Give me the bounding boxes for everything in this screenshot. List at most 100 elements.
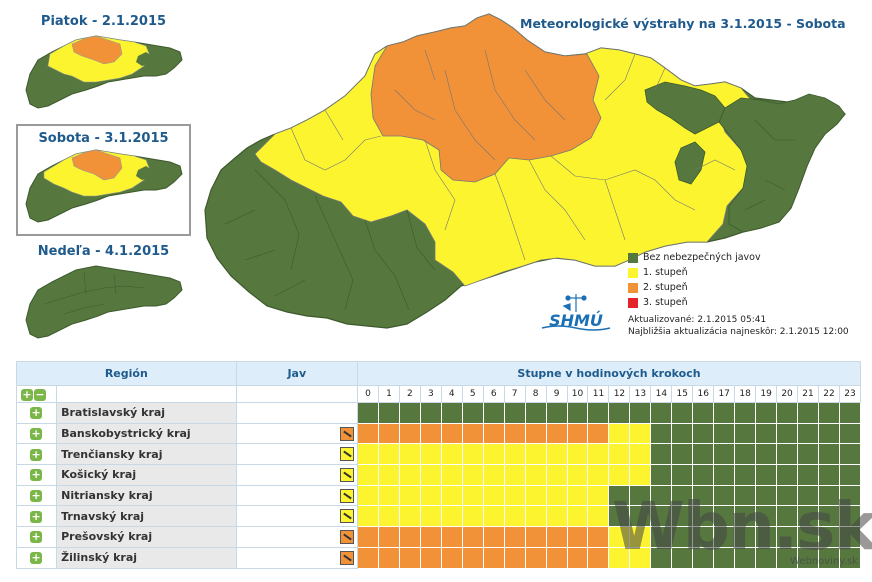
yellow-warning-icon[interactable] bbox=[340, 488, 354, 503]
region-name[interactable]: Žilinský kraj bbox=[56, 546, 237, 569]
hour-level-cell bbox=[357, 422, 379, 445]
expand-row-icon[interactable]: + bbox=[30, 551, 43, 565]
hour-level-cell bbox=[671, 505, 694, 528]
hour-level-cell bbox=[692, 402, 715, 424]
orange-warning-icon[interactable] bbox=[340, 529, 354, 544]
region-name[interactable]: Banskobystrický kraj bbox=[56, 422, 237, 445]
hour-level-cell bbox=[650, 402, 673, 424]
hour-level-cell bbox=[587, 443, 610, 466]
region-name[interactable]: Trnavský kraj bbox=[56, 505, 237, 528]
yellow-warning-icon[interactable] bbox=[340, 447, 354, 462]
orange-warning-icon[interactable] bbox=[340, 550, 354, 565]
legend-label: 2. stupeň bbox=[643, 282, 688, 293]
expand-row-icon[interactable]: + bbox=[30, 468, 43, 482]
day-title-piatok[interactable]: Piatok - 2.1.2015 bbox=[40, 14, 167, 29]
hour-level-cell bbox=[650, 484, 673, 507]
hour-level-cell bbox=[797, 402, 819, 424]
hour-level-cell bbox=[713, 402, 736, 424]
expand-row-icon[interactable]: + bbox=[30, 489, 43, 503]
hour-level-cell bbox=[817, 443, 840, 466]
hour-level-cell bbox=[817, 422, 840, 445]
hour-level-cell bbox=[503, 484, 526, 507]
row-expand-cell: + bbox=[15, 505, 58, 528]
hour-level-cell bbox=[734, 526, 757, 548]
watermark-text: Webnoviny.sk bbox=[790, 556, 858, 567]
hour-level-cell bbox=[797, 422, 819, 445]
hour-level-cell bbox=[755, 464, 778, 486]
hour-level-cell bbox=[440, 464, 463, 486]
hour-level-cell bbox=[608, 464, 631, 486]
hour-level-cell bbox=[566, 546, 589, 569]
hour-level-cell bbox=[587, 526, 610, 548]
day-selected-frame[interactable] bbox=[16, 124, 191, 236]
hour-header-2: 2 bbox=[398, 385, 421, 403]
hour-level-cell bbox=[398, 526, 421, 548]
blank-header-cell bbox=[56, 385, 237, 403]
orange-warning-icon[interactable] bbox=[340, 426, 354, 441]
region-name[interactable]: Nitriansky kraj bbox=[56, 484, 237, 507]
expand-row-icon[interactable]: + bbox=[30, 406, 43, 420]
row-expand-cell: + bbox=[15, 402, 58, 424]
table-row: + Žilinský kraj bbox=[15, 546, 862, 569]
collapse-all-icon[interactable]: − bbox=[34, 387, 46, 401]
hour-level-cell bbox=[650, 443, 673, 466]
col-header-jav[interactable]: Jav bbox=[235, 361, 359, 386]
hour-level-cell bbox=[461, 546, 484, 569]
jav-cell bbox=[235, 505, 359, 528]
hour-level-cell bbox=[524, 546, 547, 569]
hour-level-cell bbox=[377, 402, 400, 424]
hour-level-cell bbox=[671, 402, 694, 424]
hour-level-cell bbox=[545, 422, 568, 445]
hour-level-cell bbox=[629, 484, 652, 507]
expand-row-icon[interactable]: + bbox=[30, 530, 43, 544]
jav-cell bbox=[235, 526, 359, 548]
col-header-region[interactable]: Región bbox=[16, 361, 237, 386]
hour-level-cell bbox=[398, 464, 421, 486]
hour-header-5: 5 bbox=[461, 385, 484, 403]
hour-level-cell bbox=[566, 505, 589, 528]
hour-level-cell bbox=[398, 443, 421, 466]
hour-level-cell bbox=[503, 526, 526, 548]
hour-header-7: 7 bbox=[503, 385, 526, 403]
hour-header-23: 23 bbox=[838, 385, 862, 403]
region-name[interactable]: Prešovský kraj bbox=[56, 526, 237, 548]
hour-level-cell bbox=[545, 402, 568, 424]
hour-level-cell bbox=[608, 505, 631, 528]
main-map-title: Meteorologické výstrahy na 3.1.2015 - So… bbox=[520, 16, 846, 31]
expand-row-icon[interactable]: + bbox=[30, 447, 43, 461]
expand-row-icon[interactable]: + bbox=[30, 509, 43, 523]
hour-level-cell bbox=[482, 484, 505, 507]
day-map-nedela[interactable] bbox=[24, 264, 184, 340]
region-name[interactable]: Košický kraj bbox=[56, 464, 237, 486]
hour-header-10: 10 bbox=[566, 385, 589, 403]
expand-row-icon[interactable]: + bbox=[30, 427, 43, 441]
hour-level-cell bbox=[419, 546, 442, 569]
hour-level-cell bbox=[817, 464, 840, 486]
hour-level-cell bbox=[503, 546, 526, 569]
hour-level-cell bbox=[776, 546, 799, 569]
yellow-warning-icon[interactable] bbox=[340, 509, 354, 524]
hour-level-cell bbox=[776, 402, 799, 424]
legend-item-none: Bez nebezpečných javov bbox=[628, 250, 761, 265]
day-title-sobota[interactable]: Sobota - 3.1.2015 bbox=[38, 131, 169, 146]
hour-level-cell bbox=[817, 484, 840, 507]
jav-cell bbox=[235, 443, 359, 466]
yellow-warning-icon[interactable] bbox=[340, 467, 354, 482]
legend-swatch bbox=[628, 252, 638, 263]
shmu-logo: SHMÚ bbox=[541, 294, 611, 331]
region-name[interactable]: Trenčiansky kraj bbox=[56, 443, 237, 466]
day-title-nedela[interactable]: Nedeľa - 4.1.2015 bbox=[37, 244, 170, 259]
hour-level-cell bbox=[566, 484, 589, 507]
expand-all-icon[interactable]: + bbox=[21, 387, 33, 401]
hour-level-cell bbox=[440, 443, 463, 466]
hour-level-cell bbox=[629, 443, 652, 466]
hour-level-cell bbox=[398, 484, 421, 507]
hour-level-cell bbox=[357, 505, 379, 528]
slovakia-warning-map[interactable] bbox=[195, 10, 850, 345]
hour-level-cell bbox=[524, 484, 547, 507]
hour-level-cell bbox=[461, 464, 484, 486]
day-map-sobota[interactable] bbox=[24, 148, 184, 224]
region-name[interactable]: Bratislavský kraj bbox=[56, 402, 237, 424]
day-map-piatok[interactable] bbox=[24, 34, 184, 110]
